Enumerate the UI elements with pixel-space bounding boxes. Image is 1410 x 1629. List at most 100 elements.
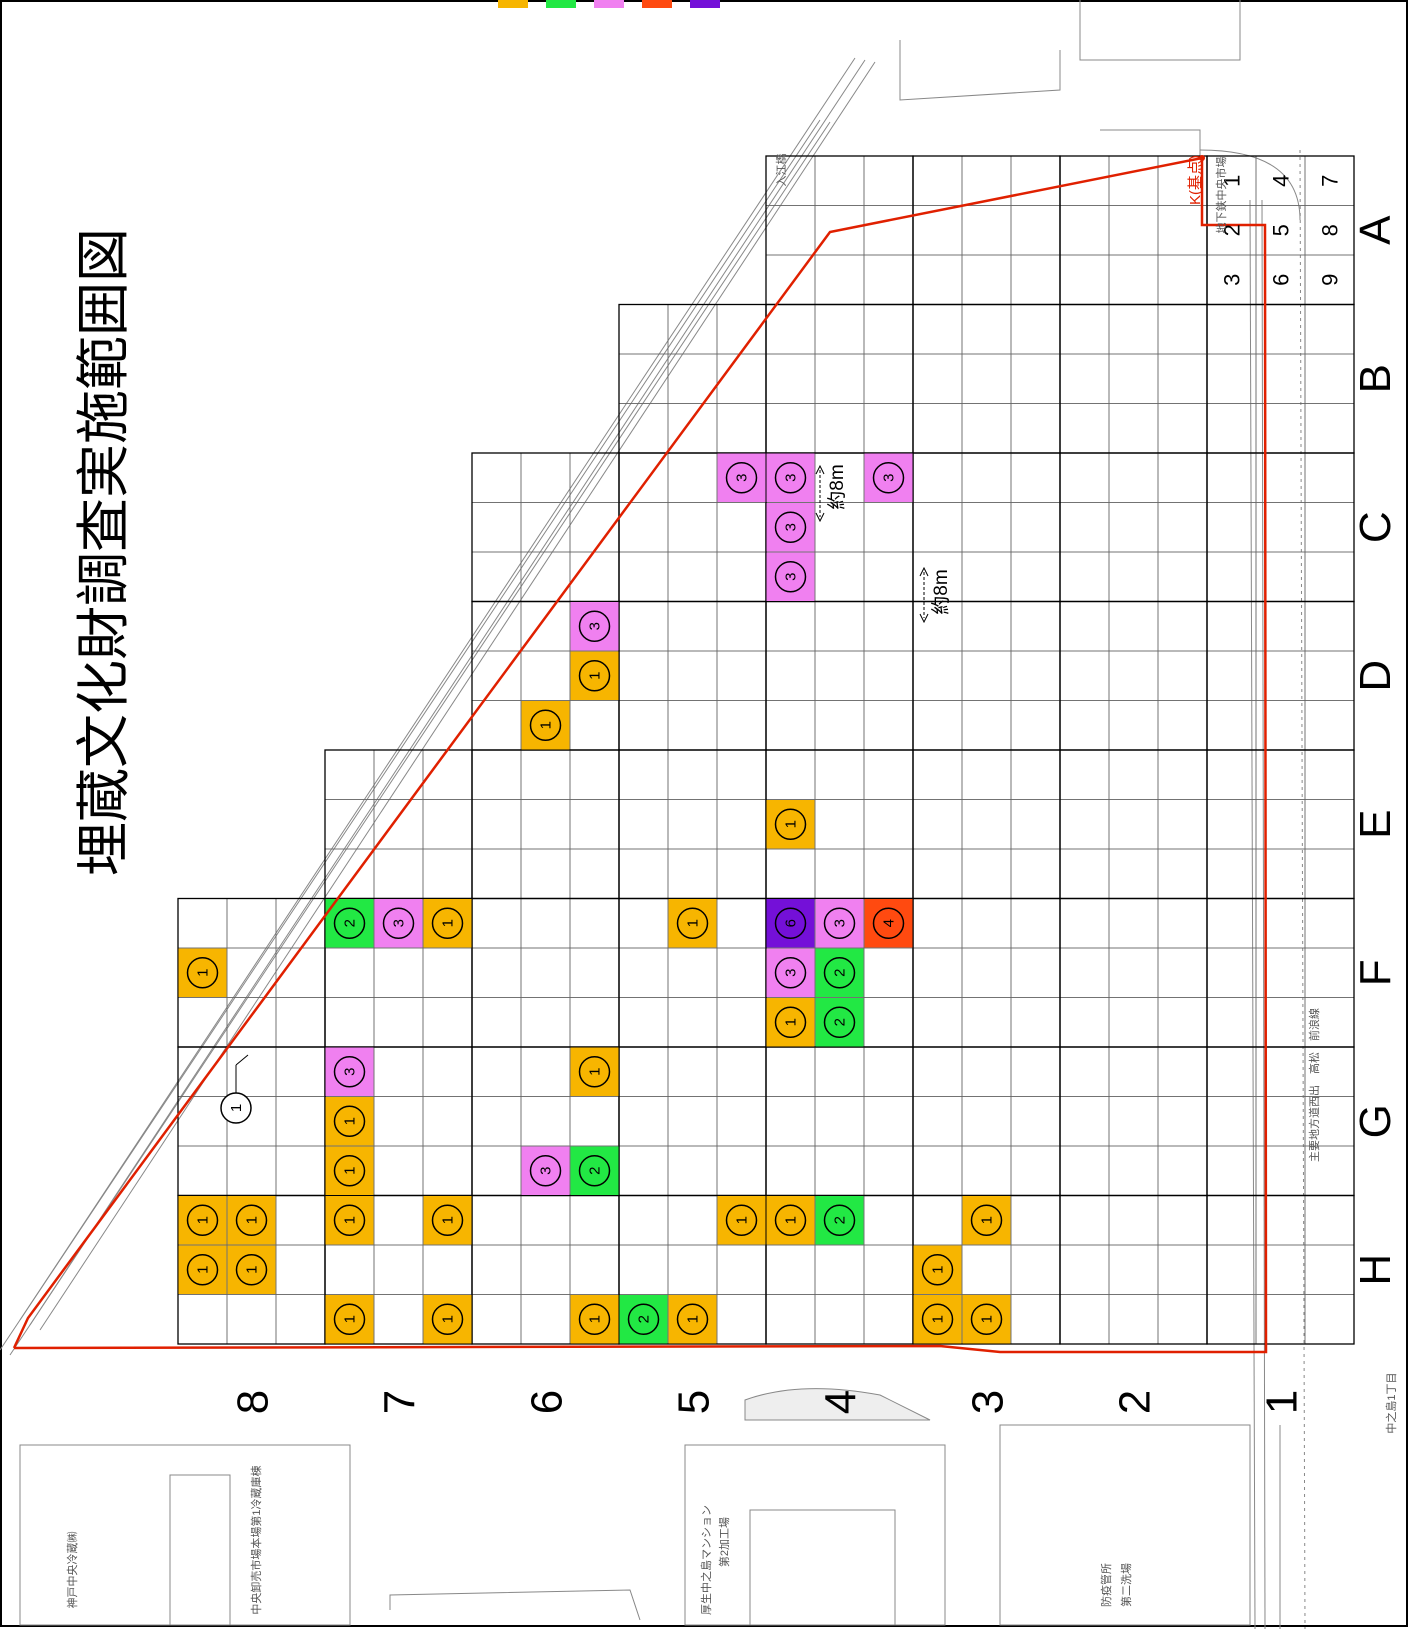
survey-cell-value: 1 <box>783 1018 800 1026</box>
legend-swatch <box>594 0 624 8</box>
survey-cell-value: 3 <box>734 474 751 482</box>
survey-cell: 1 <box>766 800 815 849</box>
row-label: 4 <box>817 1390 866 1414</box>
subgrid-number: 4 <box>1269 175 1294 187</box>
row-label: 3 <box>964 1390 1013 1414</box>
survey-cell: 2 <box>815 998 864 1047</box>
survey-cell-value: 1 <box>930 1315 947 1323</box>
survey-cell: 2 <box>619 1295 668 1344</box>
svg-text:約8m: 約8m <box>826 464 848 509</box>
row-label: 6 <box>523 1390 572 1414</box>
survey-cell-value: 1 <box>783 820 800 828</box>
survey-cell: 3 <box>815 899 864 948</box>
survey-cell-value: 1 <box>979 1216 996 1224</box>
survey-cell: 1 <box>766 998 815 1047</box>
svg-text:1: 1 <box>228 1104 245 1112</box>
label-building-3: 厚生中之島マンション <box>699 1505 713 1615</box>
survey-cell-value: 3 <box>881 474 898 482</box>
survey-cell: 1 <box>962 1295 1011 1344</box>
survey-cell: 1 <box>717 1196 766 1245</box>
survey-cell: 1 <box>570 651 619 700</box>
survey-cell: 1 <box>570 1047 619 1096</box>
survey-cell-value: 6 <box>783 919 800 927</box>
survey-cell: 3 <box>717 453 766 502</box>
survey-cell-value: 3 <box>391 919 408 927</box>
label-building-4: 第2加工場 <box>717 1517 731 1567</box>
survey-cell-value: 1 <box>930 1266 947 1274</box>
survey-cell-value: 3 <box>832 919 849 927</box>
survey-cells: 3 3 3 3 3 3 1 1 1 1 3 2 1 1 4 3 2 6 3 1 2 3 1 1 3 1 2 1 1 1 1 1 1 1 1 1 1 1 2 1… <box>178 453 1011 1344</box>
survey-cell-value: 1 <box>587 1068 604 1076</box>
survey-cell: 6 <box>766 899 815 948</box>
svg-text:約8m: 約8m <box>930 569 952 614</box>
survey-cell-value: 1 <box>342 1167 359 1175</box>
survey-cell-value: 1 <box>342 1216 359 1224</box>
survey-cell-value: 1 <box>783 1216 800 1224</box>
survey-cell: 1 <box>423 1295 472 1344</box>
survey-cell: 1 <box>423 899 472 948</box>
row-label: 7 <box>376 1390 425 1414</box>
survey-cell: 2 <box>325 899 374 948</box>
survey-cell-value: 1 <box>440 919 457 927</box>
survey-cell-value: 2 <box>832 1216 849 1224</box>
survey-cell: 1 <box>962 1196 1011 1245</box>
survey-cell-value: 2 <box>587 1167 604 1175</box>
survey-cell: 1 <box>766 1196 815 1245</box>
survey-cell: 3 <box>766 453 815 502</box>
survey-cell: 3 <box>521 1146 570 1195</box>
base-point-icon <box>1199 155 1205 161</box>
survey-cell-value: 2 <box>342 919 359 927</box>
survey-cell-value: 1 <box>440 1216 457 1224</box>
map-title: 埋蔵文化財調査実施範囲図 <box>74 228 134 876</box>
survey-cell-value: 4 <box>881 919 898 927</box>
survey-cell-value: 1 <box>979 1315 996 1323</box>
legend <box>498 0 720 8</box>
column-label: C <box>1351 511 1400 543</box>
legend-swatch <box>642 0 672 8</box>
legend-swatch <box>498 0 528 8</box>
survey-cell-value: 1 <box>342 1315 359 1323</box>
column-label: A <box>1351 215 1400 245</box>
survey-cell: 3 <box>766 503 815 552</box>
subgrid-number: 5 <box>1269 224 1294 236</box>
row-label: 1 <box>1258 1390 1307 1414</box>
survey-cell: 1 <box>913 1245 962 1294</box>
row-label: 8 <box>229 1390 278 1414</box>
survey-cell: 1 <box>668 1295 717 1344</box>
column-label: G <box>1351 1104 1400 1138</box>
label-building-2: 中央卸売市場本場第1冷蔵庫棟 <box>249 1465 263 1614</box>
survey-cell-value: 1 <box>244 1266 261 1274</box>
survey-cell: 2 <box>815 1196 864 1245</box>
survey-cell-value: 3 <box>342 1068 359 1076</box>
survey-cell: 1 <box>325 1196 374 1245</box>
survey-cell: 1 <box>521 701 570 750</box>
survey-cell: 1 <box>227 1196 276 1245</box>
survey-cell-value: 1 <box>734 1216 751 1224</box>
survey-cell-value: 1 <box>587 672 604 680</box>
survey-cell-value: 3 <box>783 523 800 531</box>
survey-cell: 1 <box>423 1196 472 1245</box>
survey-cell-value: 2 <box>636 1315 653 1323</box>
background-streets <box>0 0 1306 1629</box>
legend-swatch <box>690 0 720 8</box>
subgrid-number: 1 <box>1220 175 1245 187</box>
survey-cell-value: 3 <box>587 622 604 630</box>
survey-cell: 1 <box>227 1245 276 1294</box>
survey-cell-value: 1 <box>685 919 702 927</box>
label-building-5: 防疫管所 <box>1099 1563 1113 1607</box>
row-label: 5 <box>670 1390 719 1414</box>
survey-cell: 2 <box>570 1146 619 1195</box>
survey-cell-value: 1 <box>685 1315 702 1323</box>
subgrid-number: 7 <box>1318 175 1343 187</box>
row-labels: 8 7 6 5 4 3 2 1 <box>229 1390 1307 1414</box>
legend-swatch <box>546 0 576 8</box>
column-label: F <box>1351 959 1400 986</box>
label-building-1: 神戸中央冷蔵㈱ <box>65 1532 79 1609</box>
column-label: E <box>1351 810 1400 839</box>
survey-cell: 3 <box>766 948 815 997</box>
survey-cell: 3 <box>325 1047 374 1096</box>
survey-cell-value: 3 <box>783 573 800 581</box>
subgrid-number: 6 <box>1269 274 1294 286</box>
